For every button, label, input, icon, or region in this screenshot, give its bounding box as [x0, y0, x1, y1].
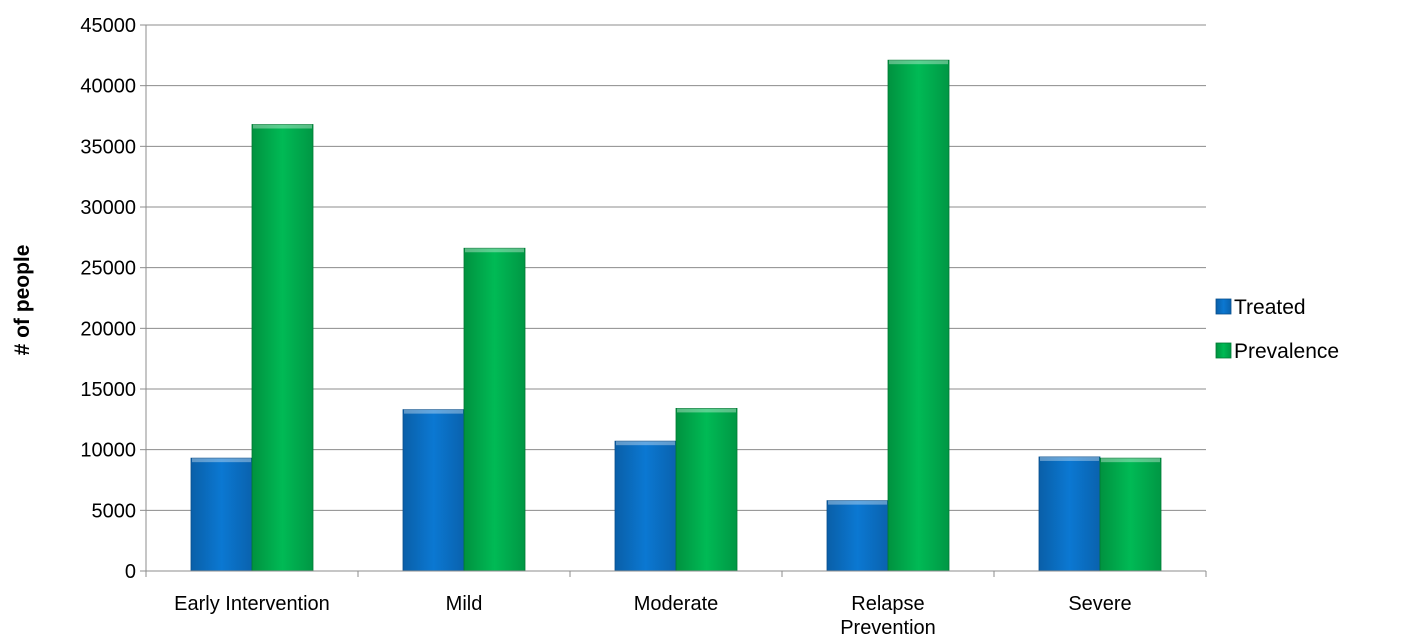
legend-label-prevalence: Prevalence: [1234, 340, 1339, 363]
x-tick-label: Severe: [1068, 593, 1131, 615]
y-tick-label: 0: [125, 561, 136, 583]
bar-treated-0: [190, 457, 253, 572]
bar-prevalence-2: [675, 408, 738, 572]
bar-highlight: [1040, 456, 1099, 461]
bar-treated-4: [1038, 456, 1101, 572]
bar-treated-2: [614, 440, 677, 572]
y-tick-label: 40000: [80, 76, 136, 98]
bar-highlight: [828, 500, 887, 505]
bar-highlight: [889, 60, 948, 65]
bar-highlight: [677, 408, 736, 413]
legend-swatch-prevalence: [1215, 342, 1232, 359]
bar-highlight: [404, 409, 463, 414]
y-tick-label: 5000: [92, 500, 137, 522]
y-tick-label: 15000: [80, 379, 136, 401]
x-tick-label: Early Intervention: [174, 593, 330, 615]
x-tick-label: Mild: [446, 593, 483, 615]
bar-highlight: [616, 441, 675, 446]
bar-treated-3: [826, 500, 889, 572]
x-tick-label: Moderate: [634, 593, 719, 615]
bar-treated-1: [402, 409, 465, 572]
legend: Treated Prevalence: [1215, 296, 1339, 363]
bar-prevalence-3: [887, 59, 950, 572]
x-tick-label: Relapse Prevention: [840, 593, 936, 639]
gridlines: [146, 24, 1206, 511]
axes: [140, 24, 1207, 577]
bars: [190, 59, 1162, 572]
y-axis-label: # of people: [11, 245, 34, 356]
legend-label-treated: Treated: [1234, 296, 1306, 319]
y-tick-label: 30000: [80, 197, 136, 219]
bar-highlight: [1101, 458, 1160, 463]
bar-highlight: [192, 458, 251, 463]
y-tick-label: 45000: [80, 15, 136, 37]
bar-highlight: [253, 124, 312, 129]
bar-prevalence-1: [463, 247, 526, 572]
bar-prevalence-4: [1099, 457, 1162, 572]
bar-highlight: [465, 248, 524, 253]
bar-prevalence-0: [251, 124, 314, 572]
y-tick-label: 10000: [80, 440, 136, 462]
y-tick-label: 35000: [80, 136, 136, 158]
legend-swatch-treated: [1215, 298, 1232, 315]
y-tick-labels: 0 5000 10000 15000 20000 25000 30000 35000 40000…: [80, 15, 136, 583]
x-tick-labels: Early Intervention Mild Moderate Relapse Pre…: [174, 593, 1132, 639]
y-tick-label: 25000: [80, 258, 136, 280]
y-tick-label: 20000: [80, 318, 136, 340]
